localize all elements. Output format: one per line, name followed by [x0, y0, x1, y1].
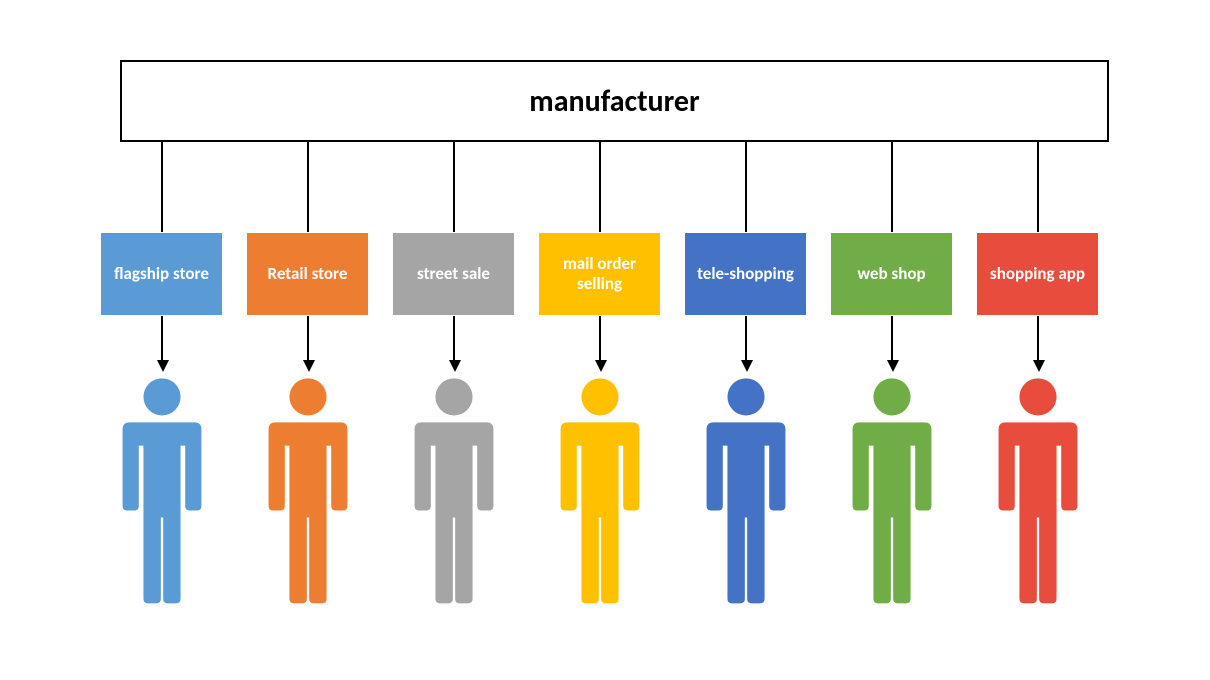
arrow-head-icon — [449, 360, 461, 372]
channel-retail-store: Retail store — [246, 232, 369, 316]
person-icon — [102, 376, 222, 608]
connector-line — [161, 140, 163, 232]
arrow-line — [891, 316, 893, 362]
connector-line — [307, 140, 309, 232]
channel-shopping-app: shopping app — [976, 232, 1099, 316]
person-icon — [540, 376, 660, 608]
arrow-line — [1037, 316, 1039, 362]
arrow-head-icon — [741, 360, 753, 372]
channel-street-sale: street sale — [392, 232, 515, 316]
channel-mail-order: mail order selling — [538, 232, 661, 316]
channel-tele-shopping: tele-shopping — [684, 232, 807, 316]
person-icon — [686, 376, 806, 608]
connector-line — [599, 140, 601, 232]
arrow-line — [453, 316, 455, 362]
person-icon — [248, 376, 368, 608]
arrow-line — [307, 316, 309, 362]
manufacturer-box: manufacturer — [120, 60, 1109, 142]
connector-line — [453, 140, 455, 232]
channel-web-shop: web shop — [830, 232, 953, 316]
arrow-head-icon — [887, 360, 899, 372]
arrow-head-icon — [595, 360, 607, 372]
arrow-line — [599, 316, 601, 362]
arrow-line — [745, 316, 747, 362]
person-icon — [394, 376, 514, 608]
arrow-head-icon — [303, 360, 315, 372]
arrow-line — [161, 316, 163, 362]
person-icon — [978, 376, 1098, 608]
person-icon — [832, 376, 952, 608]
connector-line — [1037, 140, 1039, 232]
arrow-head-icon — [157, 360, 169, 372]
arrow-head-icon — [1033, 360, 1045, 372]
connector-line — [891, 140, 893, 232]
channel-flagship-store: flagship store — [100, 232, 223, 316]
connector-line — [745, 140, 747, 232]
